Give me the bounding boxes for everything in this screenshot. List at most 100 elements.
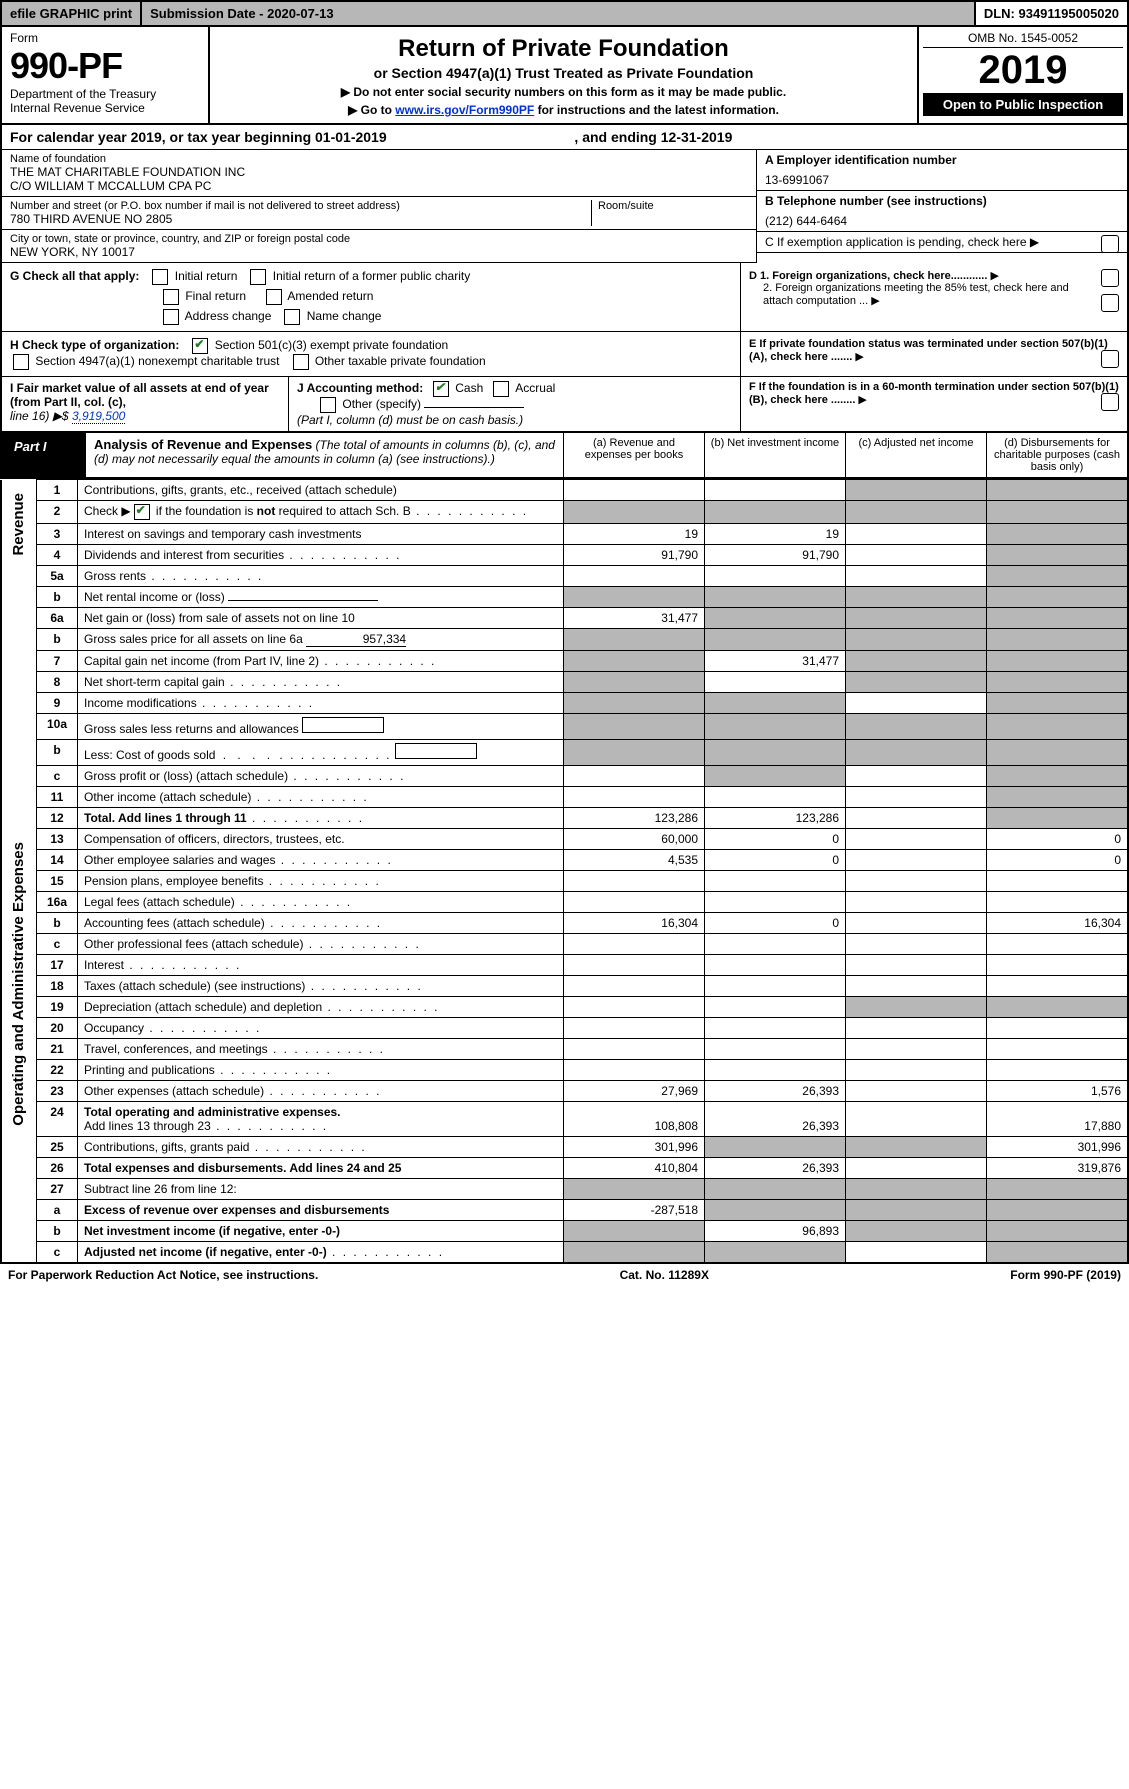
city-state-zip: NEW YORK, NY 10017 bbox=[10, 245, 748, 259]
c-checkbox[interactable] bbox=[1101, 235, 1119, 253]
efile-label[interactable]: efile GRAPHIC print bbox=[2, 2, 142, 25]
row-24b: Add lines 13 through 23 bbox=[84, 1119, 211, 1133]
row-12: Total. Add lines 1 through 11 bbox=[84, 811, 247, 825]
row-9: Income modifications bbox=[84, 696, 197, 710]
g-name-change[interactable] bbox=[284, 309, 300, 325]
col-c-header: (c) Adjusted net income bbox=[845, 433, 986, 477]
d1-checkbox[interactable] bbox=[1101, 269, 1119, 287]
r6b-val: 957,334 bbox=[306, 632, 406, 647]
form-header: Form 990-PF Department of the Treasury I… bbox=[0, 27, 1129, 125]
g-initial-return[interactable] bbox=[152, 269, 168, 285]
row-27c: Adjusted net income (if negative, enter … bbox=[84, 1245, 327, 1259]
r23-b: 26,393 bbox=[705, 1081, 846, 1102]
name-label: Name of foundation bbox=[10, 153, 748, 165]
part1-label: Part I bbox=[2, 433, 86, 477]
r24-d: 17,880 bbox=[987, 1102, 1129, 1137]
city-label: City or town, state or province, country… bbox=[10, 233, 748, 245]
irs-label: Internal Revenue Service bbox=[10, 101, 200, 115]
paperwork-notice: For Paperwork Reduction Act Notice, see … bbox=[8, 1268, 318, 1282]
r7-b: 31,477 bbox=[705, 651, 846, 672]
open-public-label: Open to Public Inspection bbox=[923, 93, 1123, 116]
g-amended[interactable] bbox=[266, 289, 282, 305]
r26-d: 319,876 bbox=[987, 1158, 1129, 1179]
cal-pre: For calendar year 2019, or tax year begi… bbox=[10, 129, 387, 145]
r23-a: 27,969 bbox=[564, 1081, 705, 1102]
r16b-d: 16,304 bbox=[987, 913, 1129, 934]
foundation-name-1: THE MAT CHARITABLE FOUNDATION INC bbox=[10, 165, 748, 179]
irs-link[interactable]: www.irs.gov/Form990PF bbox=[395, 103, 534, 117]
col-b-header: (b) Net investment income bbox=[704, 433, 845, 477]
section-ijf: I Fair market value of all assets at end… bbox=[0, 377, 1129, 433]
g-final-return[interactable] bbox=[163, 289, 179, 305]
note-1: ▶ Do not enter social security numbers o… bbox=[216, 85, 911, 99]
row-14: Other employee salaries and wages bbox=[84, 853, 275, 867]
r13-a: 60,000 bbox=[564, 829, 705, 850]
r3-a: 19 bbox=[564, 524, 705, 545]
r26-b: 26,393 bbox=[705, 1158, 846, 1179]
form-word: Form bbox=[10, 31, 200, 45]
dept-label: Department of the Treasury bbox=[10, 87, 200, 101]
row-3: Interest on savings and temporary cash i… bbox=[78, 524, 564, 545]
row-22: Printing and publications bbox=[84, 1063, 215, 1077]
row-10a: Gross sales less returns and allowances bbox=[84, 722, 299, 736]
col-a-header: (a) Revenue and expenses per books bbox=[563, 433, 704, 477]
r27b-b: 96,893 bbox=[705, 1221, 846, 1242]
row-11: Other income (attach schedule) bbox=[84, 790, 251, 804]
g-address-change[interactable] bbox=[163, 309, 179, 325]
d2-checkbox[interactable] bbox=[1101, 294, 1119, 312]
r24-a: 108,808 bbox=[564, 1102, 705, 1137]
part1-table: Revenue 1Contributions, gifts, grants, e… bbox=[0, 479, 1129, 1264]
r23-d: 1,576 bbox=[987, 1081, 1129, 1102]
r14-d: 0 bbox=[987, 850, 1129, 871]
omb-number: OMB No. 1545-0052 bbox=[923, 31, 1123, 48]
form-id-footer: Form 990-PF (2019) bbox=[1010, 1268, 1121, 1282]
e-checkbox[interactable] bbox=[1101, 350, 1119, 368]
cal-post: , and ending 12-31-2019 bbox=[574, 129, 732, 145]
g-o2: Initial return of a former public charit… bbox=[273, 269, 470, 283]
tax-year: 2019 bbox=[923, 48, 1123, 93]
c-label: C If exemption application is pending, c… bbox=[765, 235, 1027, 249]
addr-label: Number and street (or P.O. box number if… bbox=[10, 200, 591, 212]
r13-d: 0 bbox=[987, 829, 1129, 850]
row-8: Net short-term capital gain bbox=[84, 675, 225, 689]
row-6b: Gross sales price for all assets on line… bbox=[84, 632, 306, 646]
ein-value: 13-6991067 bbox=[765, 173, 1119, 187]
j-cash[interactable] bbox=[433, 381, 449, 397]
r26-a: 410,804 bbox=[564, 1158, 705, 1179]
row-4: Dividends and interest from securities bbox=[84, 548, 284, 562]
row-10c: Gross profit or (loss) (attach schedule) bbox=[84, 769, 288, 783]
revenue-sidebar: Revenue bbox=[8, 483, 29, 566]
sch-b-check[interactable] bbox=[134, 504, 150, 520]
h-o3: Other taxable private foundation bbox=[315, 354, 486, 368]
h-4947[interactable] bbox=[13, 354, 29, 370]
foundation-name-2: C/O WILLIAM T MCCALLUM CPA PC bbox=[10, 179, 748, 193]
g-initial-former[interactable] bbox=[250, 269, 266, 285]
r13-b: 0 bbox=[705, 829, 846, 850]
row-16c: Other professional fees (attach schedule… bbox=[84, 937, 303, 951]
row-13: Compensation of officers, directors, tru… bbox=[78, 829, 564, 850]
r25-a: 301,996 bbox=[564, 1137, 705, 1158]
expenses-sidebar: Operating and Administrative Expenses bbox=[8, 832, 29, 1136]
fmv-link[interactable]: 3,919,500 bbox=[72, 409, 125, 424]
note-2: ▶ Go to www.irs.gov/Form990PF for instru… bbox=[216, 103, 911, 117]
j-cash-label: Cash bbox=[455, 381, 483, 395]
d2-label: 2. Foreign organizations meeting the 85%… bbox=[763, 282, 1069, 307]
part1-title: Analysis of Revenue and Expenses bbox=[94, 437, 312, 452]
row-5b: Net rental income or (loss) bbox=[84, 590, 225, 604]
submission-date: Submission Date - 2020-07-13 bbox=[142, 2, 976, 25]
e-label: E If private foundation status was termi… bbox=[749, 338, 1108, 363]
cat-no: Cat. No. 11289X bbox=[620, 1268, 709, 1282]
h-other-taxable[interactable] bbox=[293, 354, 309, 370]
h-501c3[interactable] bbox=[192, 338, 208, 354]
form-number: 990-PF bbox=[10, 45, 200, 87]
j-accrual[interactable] bbox=[493, 381, 509, 397]
g-o3: Final return bbox=[185, 289, 246, 303]
r4-a: 91,790 bbox=[564, 545, 705, 566]
row-21: Travel, conferences, and meetings bbox=[84, 1042, 268, 1056]
form-title: Return of Private Foundation bbox=[216, 35, 911, 63]
f-checkbox[interactable] bbox=[1101, 393, 1119, 411]
row-27a: Excess of revenue over expenses and disb… bbox=[84, 1203, 389, 1217]
j-other[interactable] bbox=[320, 397, 336, 413]
dln: DLN: 93491195005020 bbox=[976, 2, 1127, 25]
r14-b: 0 bbox=[705, 850, 846, 871]
